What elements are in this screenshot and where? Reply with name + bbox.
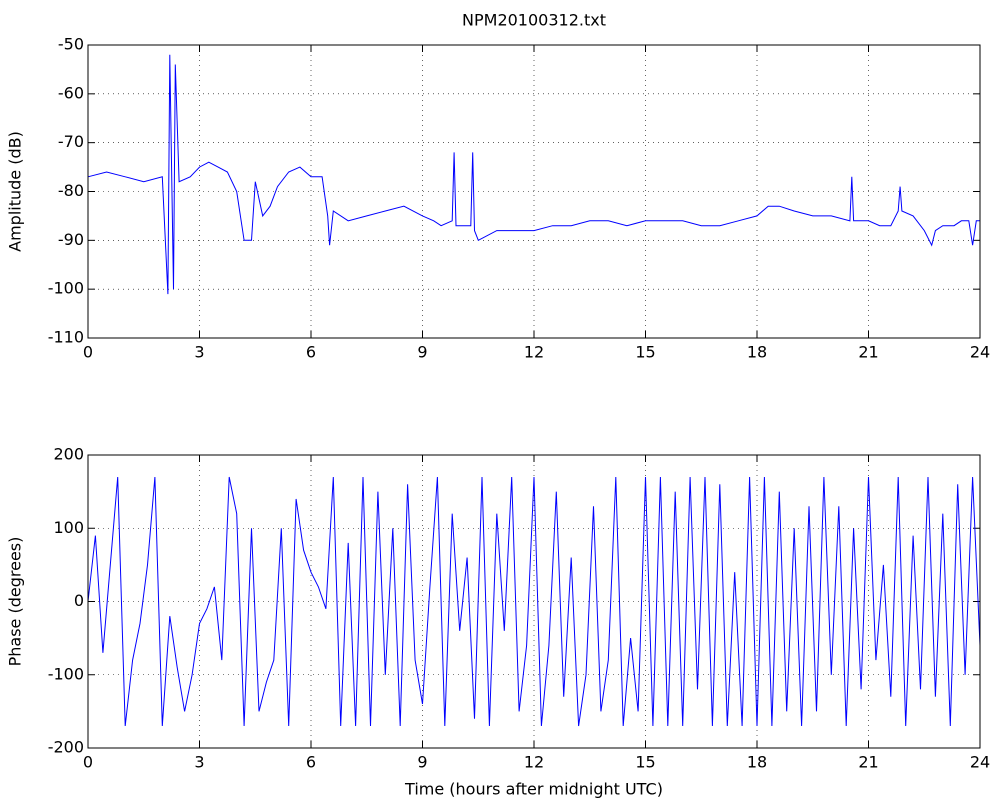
x-tick-label: 3 xyxy=(194,753,204,772)
x-tick-label: 15 xyxy=(635,343,655,362)
y-axis-label: Phase (degrees) xyxy=(6,537,25,667)
data-line xyxy=(87,54,980,295)
x-tick-label: 9 xyxy=(417,343,427,362)
axes-frame xyxy=(87,454,981,749)
axes-frame xyxy=(87,44,981,339)
x-tick-label: 21 xyxy=(858,343,878,362)
y-tick-label: -80 xyxy=(58,181,84,200)
x-tick-label: 0 xyxy=(83,753,93,772)
x-tick-label: 6 xyxy=(306,343,316,362)
y-tick-label: -110 xyxy=(48,328,84,347)
y-tick-label: -100 xyxy=(48,664,84,683)
x-tick-label: 0 xyxy=(83,343,93,362)
x-tick-label: 18 xyxy=(747,343,767,362)
x-tick-label: 12 xyxy=(524,753,544,772)
y-tick-label: -100 xyxy=(48,279,84,298)
y-tick-label: 100 xyxy=(53,518,84,537)
x-tick-label: 3 xyxy=(194,343,204,362)
x-tick-label: 24 xyxy=(970,343,990,362)
y-tick-label: -50 xyxy=(58,35,84,54)
y-tick-label: 0 xyxy=(74,591,84,610)
x-tick-label: 12 xyxy=(524,343,544,362)
y-tick-label: 200 xyxy=(53,445,84,464)
y-tick-label: -200 xyxy=(48,738,84,757)
x-tick-label: 24 xyxy=(970,753,990,772)
y-axis-label: Amplitude (dB) xyxy=(6,131,25,252)
data-line xyxy=(87,476,981,727)
y-tick-label: -70 xyxy=(58,132,84,151)
x-axis-label: Time (hours after midnight UTC) xyxy=(404,780,663,799)
x-tick-label: 18 xyxy=(747,753,767,772)
x-tick-label: 21 xyxy=(858,753,878,772)
y-tick-label: -90 xyxy=(58,230,84,249)
chart-title: NPM20100312.txt xyxy=(462,11,606,30)
y-tick-label: -60 xyxy=(58,83,84,102)
x-tick-label: 6 xyxy=(306,753,316,772)
x-tick-label: 15 xyxy=(635,753,655,772)
x-tick-label: 9 xyxy=(417,753,427,772)
